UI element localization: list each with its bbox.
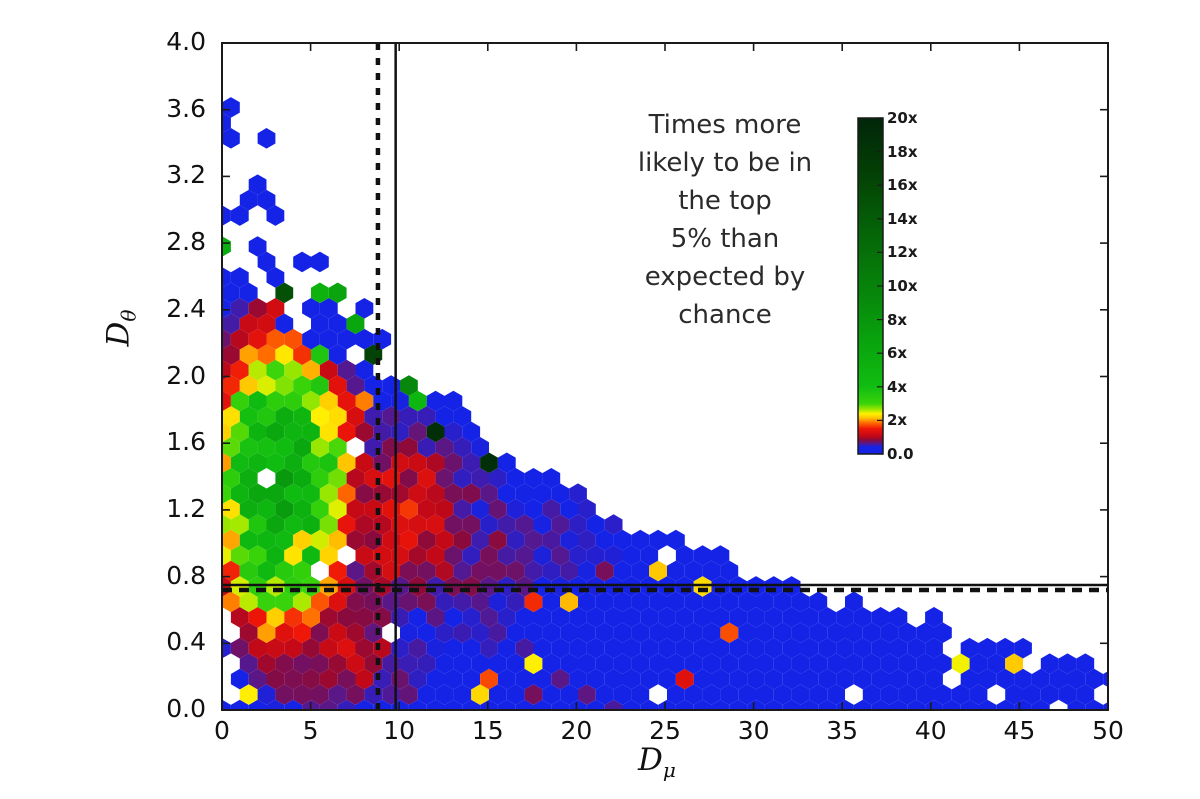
y-tick-label: 2.0	[166, 360, 206, 390]
x-tick-label: 20	[560, 716, 593, 745]
x-tick-label: 5	[302, 716, 319, 745]
y-tick-label: 0.8	[166, 560, 206, 590]
annotation-line: chance	[678, 300, 772, 330]
annotation-line: likely to be in	[637, 148, 813, 178]
colorbar-tick-label: 14x	[887, 209, 918, 228]
colorbar-tick-label: 2x	[887, 411, 908, 430]
axes-frame	[221, 42, 1109, 711]
colorbar-tick-label: 10x	[887, 277, 918, 295]
colorbar-tick-label: 12x	[887, 243, 918, 262]
x-tick-label: 30	[737, 716, 770, 745]
reference-lines	[222, 43, 1108, 710]
colorbar-tick-label: 4x	[887, 377, 908, 396]
annotation-line: the top	[678, 186, 772, 216]
y-tick-label: 2.8	[166, 227, 206, 257]
x-tick-label: 25	[649, 716, 681, 745]
x-tick-label: 0	[214, 716, 230, 745]
x-axis-label: Dμ	[638, 742, 676, 782]
hexbin-cells	[223, 97, 1107, 709]
y-tick-label: 4.0	[166, 27, 206, 56]
colorbar-tick-label: 18x	[887, 142, 918, 161]
y-tick-label: 3.6	[166, 93, 206, 123]
annotation-line: Times more	[648, 110, 802, 140]
y-tick-label: 3.2	[166, 160, 206, 190]
annotation-line: 5% than	[670, 224, 780, 254]
y-tick-label: 1.2	[166, 493, 206, 523]
colorbar-tick-label: 8x	[887, 310, 908, 329]
x-tick-label: 40	[914, 716, 947, 745]
x-tick-label: 50	[1092, 716, 1124, 745]
colorbar	[857, 117, 884, 455]
y-tick-label: 0.4	[166, 627, 206, 657]
colorbar-tick-label: 20x	[887, 109, 918, 127]
x-tick-label: 35	[826, 716, 859, 745]
y-tick-label: 0.0	[166, 694, 206, 723]
colorbar-tick-label: 0.0	[887, 445, 914, 463]
x-tick-label: 15	[471, 716, 504, 745]
annotation-line: expected by	[644, 262, 806, 292]
y-tick-label: 2.4	[166, 293, 206, 323]
colorbar-tick-label: 6x	[887, 344, 908, 363]
y-tick-label: 1.6	[166, 427, 206, 457]
colorbar-annotation: Times more likely to be in the top 5% th…	[588, 106, 862, 334]
x-tick-label: 10	[383, 716, 416, 745]
x-tick-label: 45	[1003, 716, 1036, 745]
colorbar-tick-label: 16x	[887, 176, 918, 195]
